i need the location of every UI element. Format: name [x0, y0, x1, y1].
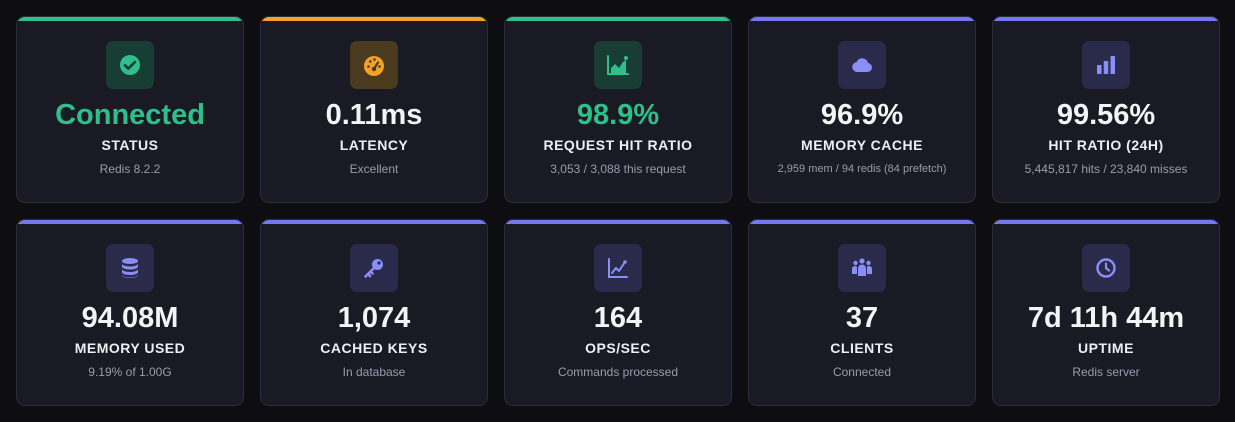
users-icon [852, 258, 872, 276]
card-accent-bar [505, 17, 731, 21]
latency-value: 0.11ms [325, 99, 423, 131]
card-accent-bar [17, 17, 243, 21]
ops-per-sec-value: 164 [593, 302, 643, 334]
status-value: Connected [55, 99, 205, 131]
memory-cache-card: 96.9% MEMORY CACHE 2,959 mem / 94 redis … [748, 16, 976, 203]
memory-cache-label: MEMORY CACHE [801, 137, 923, 153]
uptime-value: 7d 11h 44m [1027, 302, 1185, 334]
cloud-icon [852, 58, 873, 72]
ops-per-sec-card: 164 OPS/SEC Commands processed [504, 219, 732, 406]
speedometer-icon [364, 56, 384, 76]
status-label: STATUS [101, 137, 159, 153]
request-hit-ratio-card: 98.9% REQUEST HIT RATIO 3,053 / 3,088 th… [504, 16, 732, 203]
uptime-card: 7d 11h 44m UPTIME Redis server [992, 219, 1220, 406]
hit-ratio-24h-card: 99.56% HIT RATIO (24H) 5,445,817 hits / … [992, 16, 1220, 203]
clients-label: CLIENTS [830, 340, 894, 356]
uptime-subtext: Redis server [1072, 365, 1140, 379]
memory-used-value: 94.08M [81, 302, 179, 334]
status-card: Connected STATUS Redis 8.2.2 [16, 16, 244, 203]
card-accent-bar [749, 17, 975, 21]
cached-keys-card: 1,074 CACHED KEYS In database [260, 219, 488, 406]
card-accent-bar [993, 17, 1219, 21]
card-accent-bar [17, 220, 243, 224]
card-accent-bar [749, 220, 975, 224]
memory-used-label: MEMORY USED [74, 340, 186, 356]
card-accent-bar [261, 220, 487, 224]
latency-label: LATENCY [339, 137, 409, 153]
clients-subtext: Connected [832, 365, 892, 379]
latency-icon-tile [350, 41, 398, 89]
cached-keys-icon-tile [350, 244, 398, 292]
clock-icon [1096, 258, 1116, 278]
memory-cache-value: 96.9% [820, 99, 904, 131]
cached-keys-label: CACHED KEYS [320, 340, 428, 356]
key-icon [364, 259, 383, 278]
card-accent-bar [261, 17, 487, 21]
memory-used-card: 94.08M MEMORY USED 9.19% of 1.00G [16, 219, 244, 406]
request-hit-ratio-label: REQUEST HIT RATIO [543, 137, 693, 153]
memory-cache-subtext: 2,959 mem / 94 redis (84 prefetch) [777, 163, 947, 175]
memory-used-icon-tile [106, 244, 154, 292]
hit-ratio-24h-label: HIT RATIO (24H) [1048, 137, 1164, 153]
hit-ratio-24h-subtext: 5,445,817 hits / 23,840 misses [1024, 162, 1188, 176]
request-hit-ratio-subtext: 3,053 / 3,088 this request [550, 162, 686, 176]
ops-per-sec-subtext: Commands processed [557, 365, 679, 379]
cached-keys-subtext: In database [342, 365, 406, 379]
stats-grid: Connected STATUS Redis 8.2.2 0.11ms LATE… [16, 16, 1220, 406]
database-icon [122, 258, 138, 278]
latency-card: 0.11ms LATENCY Excellent [260, 16, 488, 203]
hit-ratio-24h-icon-tile [1082, 41, 1130, 89]
card-accent-bar [993, 220, 1219, 224]
status-icon-tile [106, 41, 154, 89]
line-chart-icon [608, 258, 628, 278]
clients-icon-tile [838, 244, 886, 292]
latency-subtext: Excellent [349, 162, 399, 176]
status-subtext: Redis 8.2.2 [99, 162, 161, 176]
ops-per-sec-label: OPS/SEC [585, 340, 651, 356]
uptime-icon-tile [1082, 244, 1130, 292]
request-hit-ratio-icon-tile [594, 41, 642, 89]
request-hit-ratio-value: 98.9% [576, 99, 660, 131]
card-accent-bar [505, 220, 731, 224]
bar-chart-icon [1097, 56, 1115, 74]
ops-per-sec-icon-tile [594, 244, 642, 292]
clients-value: 37 [845, 302, 879, 334]
uptime-label: UPTIME [1078, 340, 1134, 356]
memory-used-subtext: 9.19% of 1.00G [88, 365, 172, 379]
area-chart-icon [607, 55, 629, 75]
cached-keys-value: 1,074 [337, 302, 411, 334]
clients-card: 37 CLIENTS Connected [748, 219, 976, 406]
hit-ratio-24h-value: 99.56% [1056, 99, 1156, 131]
check-circle-icon [120, 55, 140, 75]
memory-cache-icon-tile [838, 41, 886, 89]
